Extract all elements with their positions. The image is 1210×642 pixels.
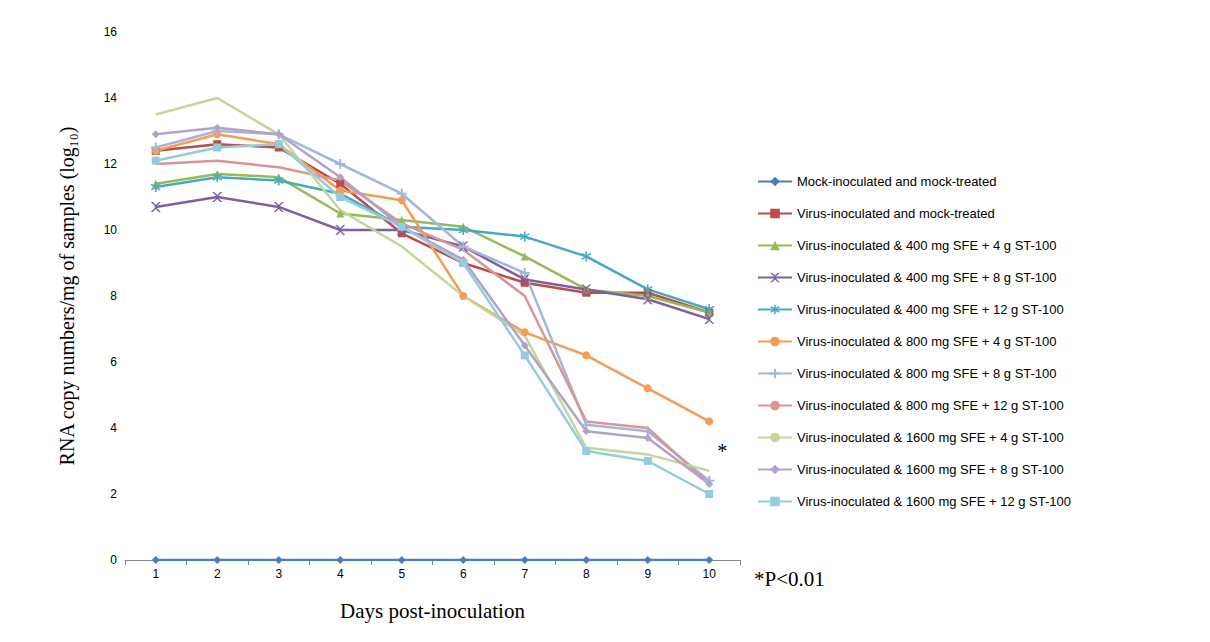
svg-text:Virus-inoculated & 1600 mg SFE: Virus-inoculated & 1600 mg SFE + 8 g ST-… [797,462,1064,477]
svg-text:14: 14 [104,91,118,105]
svg-text:2: 2 [214,567,221,581]
svg-text:8: 8 [583,567,590,581]
svg-text:0: 0 [110,553,117,567]
svg-text:Virus-inoculated & 400 mg SFE: Virus-inoculated & 400 mg SFE + 12 g ST-… [797,302,1064,317]
svg-text:*P<0.01: *P<0.01 [754,567,825,591]
svg-text:4: 4 [337,567,344,581]
svg-text:Days post-inoculation: Days post-inoculation [340,599,525,623]
svg-text:Virus-inoculated & 800 mg SFE: Virus-inoculated & 800 mg SFE + 8 g ST-1… [797,366,1057,381]
svg-text:8: 8 [110,289,117,303]
svg-text:12: 12 [104,157,118,171]
svg-text:Virus-inoculated and mock-trea: Virus-inoculated and mock-treated [797,206,995,221]
svg-text:*: * [717,440,727,462]
svg-text:6: 6 [460,567,467,581]
svg-text:7: 7 [521,567,528,581]
svg-text:10: 10 [104,223,118,237]
svg-text:RNA copy numbers/mg of samples: RNA copy numbers/mg of samples (log₁₀) [56,127,79,466]
svg-text:5: 5 [398,567,405,581]
svg-text:Mock-inoculated and mock-treat: Mock-inoculated and mock-treated [797,174,996,189]
svg-text:Virus-inoculated & 800 mg SFE: Virus-inoculated & 800 mg SFE + 4 g ST-1… [797,334,1057,349]
svg-text:Virus-inoculated & 1600 mg SFE: Virus-inoculated & 1600 mg SFE + 12 g ST… [797,494,1071,509]
svg-text:1: 1 [152,567,159,581]
svg-text:2: 2 [110,487,117,501]
svg-text:Virus-inoculated & 400 mg SFE: Virus-inoculated & 400 mg SFE + 8 g ST-1… [797,270,1057,285]
svg-text:6: 6 [110,355,117,369]
svg-text:Virus-inoculated & 400 mg SFE: Virus-inoculated & 400 mg SFE + 4 g ST-1… [797,238,1057,253]
svg-text:16: 16 [104,25,118,39]
svg-text:3: 3 [275,567,282,581]
svg-text:Virus-inoculated & 1600 mg SFE: Virus-inoculated & 1600 mg SFE + 4 g ST-… [797,430,1064,445]
svg-text:4: 4 [110,421,117,435]
svg-text:10: 10 [703,567,717,581]
svg-text:Virus-inoculated & 800 mg SFE: Virus-inoculated & 800 mg SFE + 12 g ST-… [797,398,1064,413]
svg-text:9: 9 [644,567,651,581]
